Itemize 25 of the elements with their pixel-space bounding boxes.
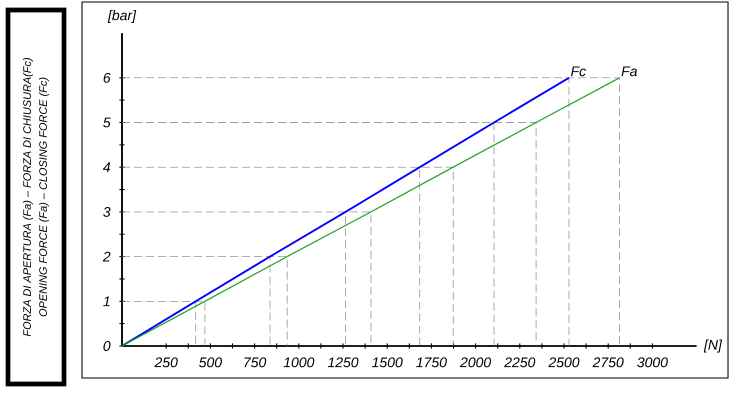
x-axis-title: [N] (704, 339, 722, 353)
x-tick-label: 2250 (504, 357, 536, 368)
text: OPENING FORCE (Fa) – CLOSING FORCE (Fc) (38, 78, 50, 316)
x-tick-label: 1750 (416, 357, 447, 368)
x-tick-label: 500 (199, 357, 222, 368)
y-tick-label: 4 (102, 162, 110, 172)
y-axis-title: [bar] (108, 10, 136, 24)
x-tick-label: 2500 (548, 357, 580, 368)
y-tick-label: 1 (103, 296, 110, 306)
y-tick-label: 5 (103, 118, 111, 128)
y-tick-label: 3 (103, 206, 110, 217)
series-label: Fa (622, 66, 637, 76)
x-tick-label: 250 (154, 357, 178, 368)
x-tick-label: 2000 (460, 357, 492, 368)
y-tick-label: 0 (103, 341, 111, 351)
text: FORZA DI APERTURA (Fa) – FORZA DI CHIUSURA(Fc) (22, 58, 34, 336)
y-tick-label: 2 (102, 252, 110, 262)
x-tick-label: 750 (244, 357, 266, 368)
x-tick-label: 3000 (637, 357, 668, 368)
series-label: Fc (570, 66, 586, 76)
y-tick-label: 6 (104, 72, 111, 83)
x-tick-label: 1250 (328, 357, 358, 368)
x-tick-label: 1500 (372, 357, 403, 368)
x-tick-label: 2750 (592, 357, 624, 368)
x-tick-label: 1000 (284, 357, 314, 368)
